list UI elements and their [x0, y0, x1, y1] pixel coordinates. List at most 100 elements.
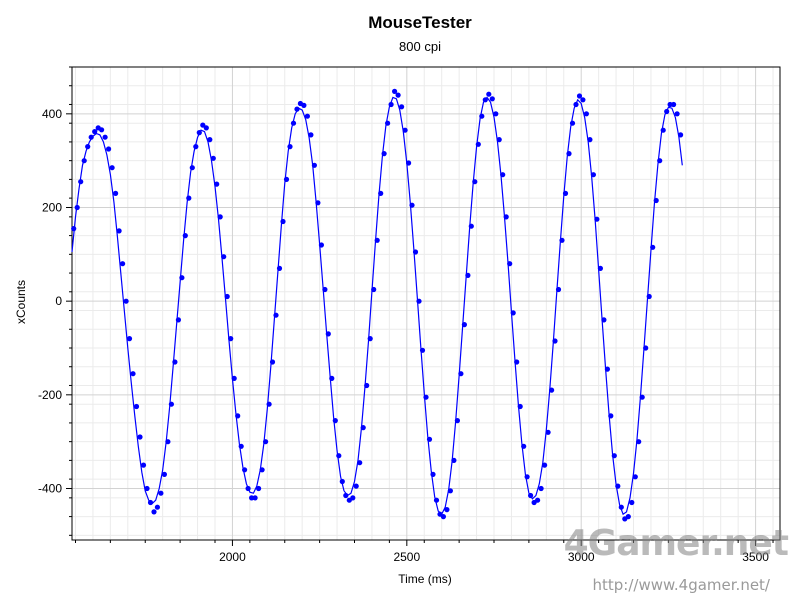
data-point	[528, 492, 534, 499]
data-point	[353, 483, 359, 489]
data-point	[364, 382, 370, 389]
data-point	[126, 336, 133, 342]
data-point	[496, 137, 502, 143]
data-point	[235, 413, 241, 419]
data-point	[412, 249, 419, 255]
data-point	[367, 336, 373, 342]
data-point	[569, 120, 576, 126]
data-point	[545, 429, 551, 435]
data-point	[636, 439, 642, 445]
data-point	[371, 286, 377, 293]
data-point	[643, 345, 649, 351]
x-tick-label: 2000	[219, 550, 246, 564]
series-line	[71, 96, 683, 516]
y-tick-label: 400	[42, 107, 62, 121]
data-point	[674, 111, 680, 117]
data-point	[444, 507, 450, 513]
data-point	[123, 298, 129, 304]
data-point	[151, 509, 157, 515]
data-point	[514, 359, 520, 365]
watermark-logo: 4Gamer.net	[563, 523, 789, 564]
data-point	[493, 111, 499, 117]
data-point	[245, 485, 251, 492]
data-point	[409, 202, 415, 208]
data-point	[399, 104, 405, 110]
data-point	[608, 413, 614, 419]
data-point	[559, 237, 565, 243]
data-point	[618, 504, 624, 510]
data-point	[130, 371, 136, 377]
data-point	[106, 146, 112, 152]
data-point	[458, 371, 464, 377]
data-point	[287, 144, 293, 150]
data-point	[290, 120, 297, 126]
data-point	[632, 474, 638, 480]
x-tick-label: 3000	[568, 550, 595, 564]
data-point	[147, 499, 154, 506]
data-point	[318, 242, 324, 248]
data-point	[378, 190, 384, 196]
data-point	[228, 336, 234, 342]
data-point	[273, 312, 279, 318]
data-point	[200, 122, 206, 128]
data-point	[562, 190, 569, 196]
data-point	[332, 418, 338, 424]
data-point	[430, 471, 436, 477]
data-point	[454, 418, 460, 424]
data-point	[71, 226, 77, 232]
data-point	[611, 453, 617, 459]
data-point	[78, 179, 84, 185]
data-point	[555, 286, 562, 293]
data-point	[426, 436, 433, 442]
data-point	[140, 462, 147, 468]
data-point	[517, 403, 523, 410]
data-point	[294, 106, 300, 112]
data-point	[388, 101, 394, 108]
data-point	[601, 317, 607, 323]
data-point	[256, 485, 262, 492]
data-point	[381, 151, 387, 157]
data-point	[154, 504, 160, 510]
data-point	[678, 132, 684, 138]
data-point	[193, 144, 199, 150]
data-point	[385, 120, 391, 126]
data-point	[339, 478, 345, 485]
data-point	[263, 439, 269, 445]
data-point	[423, 394, 429, 400]
data-point	[486, 91, 492, 97]
data-point	[653, 197, 659, 204]
data-point	[283, 176, 290, 182]
data-point	[594, 216, 600, 222]
data-point	[440, 514, 446, 520]
data-point	[189, 165, 195, 171]
data-point	[214, 181, 220, 187]
y-tick-label: 0	[55, 294, 62, 308]
data-point	[566, 151, 572, 157]
data-point	[629, 499, 635, 506]
data-point	[535, 497, 541, 503]
data-point	[374, 237, 380, 243]
data-point	[315, 200, 321, 206]
data-point	[597, 265, 604, 271]
data-point	[175, 317, 181, 323]
data-point	[357, 460, 363, 466]
data-point	[259, 467, 265, 473]
data-point	[392, 88, 398, 94]
data-point	[583, 111, 590, 117]
data-point	[165, 439, 171, 445]
series	[71, 88, 684, 522]
data-point	[336, 453, 342, 459]
y-tick-label: -400	[38, 481, 62, 495]
data-point	[210, 155, 216, 161]
data-point	[231, 375, 237, 381]
data-point	[576, 93, 583, 99]
data-point	[182, 233, 188, 239]
data-point	[308, 132, 314, 138]
data-point	[252, 495, 258, 501]
y-tick-label: -200	[38, 388, 62, 402]
data-point	[113, 190, 119, 196]
data-point	[186, 195, 192, 201]
y-tick-label: 200	[42, 200, 62, 214]
data-point	[406, 160, 412, 166]
data-point	[580, 97, 586, 103]
